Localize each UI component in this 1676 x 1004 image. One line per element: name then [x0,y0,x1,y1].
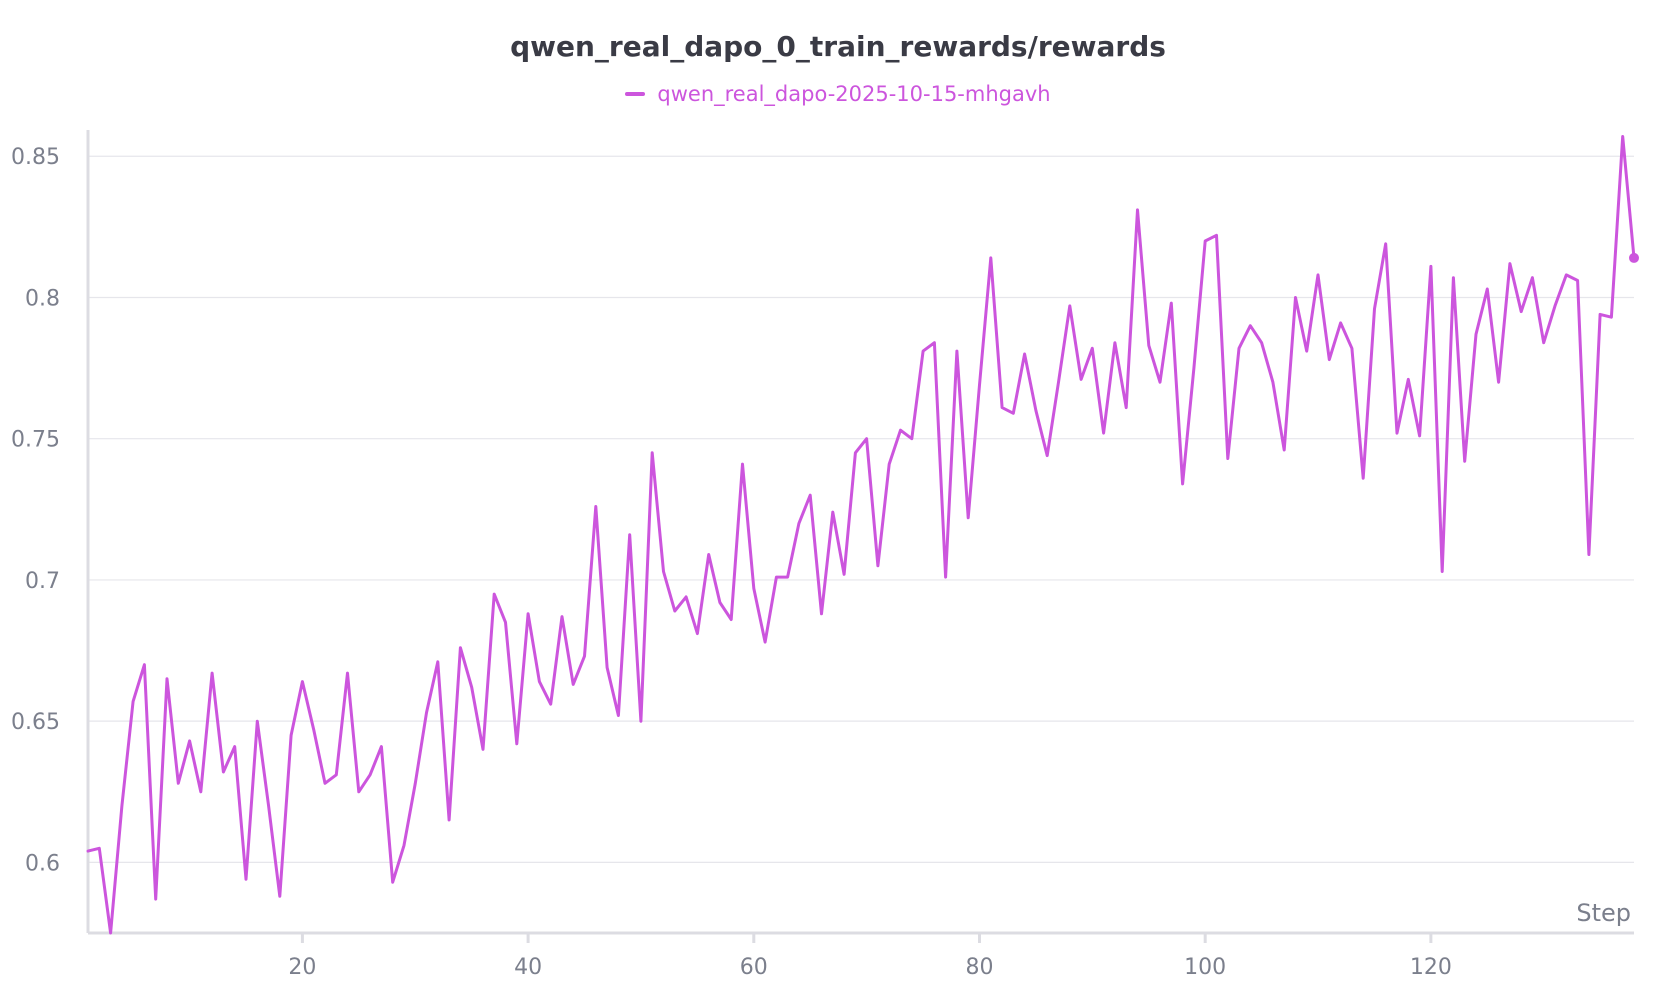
x-tick-label: 20 [288,955,316,980]
series-end-point [1629,252,1639,263]
y-tick-label: 0.6 [25,851,60,876]
y-tick-label: 0.85 [11,145,60,170]
legend-swatch [625,92,646,96]
x-tick-label: 100 [1184,955,1226,980]
x-tick-label: 80 [965,955,993,980]
x-tick-label: 120 [1410,955,1452,980]
y-tick-labels: 0.6 0.65 0.7 0.75 0.8 0.85 [11,145,60,876]
y-tick-label: 0.7 [25,569,60,594]
chart-title: qwen_real_dapo_0_train_rewards/rewards [510,30,1166,63]
series-line [86,135,1636,935]
x-axis-label: Step [1576,899,1631,927]
series-group [86,135,1639,935]
axes [86,130,1634,943]
y-tick-label: 0.65 [11,710,60,735]
x-tick-label: 40 [514,955,542,980]
y-tick-label: 0.8 [25,286,60,311]
x-tick-label: 60 [740,955,768,980]
legend-label: qwen_real_dapo-2025-10-15-mhgavh [657,82,1051,106]
x-tick-labels: 20 40 60 80 100 120 [288,955,1451,980]
legend: qwen_real_dapo-2025-10-15-mhgavh [0,82,1676,106]
y-tick-label: 0.75 [11,428,60,453]
